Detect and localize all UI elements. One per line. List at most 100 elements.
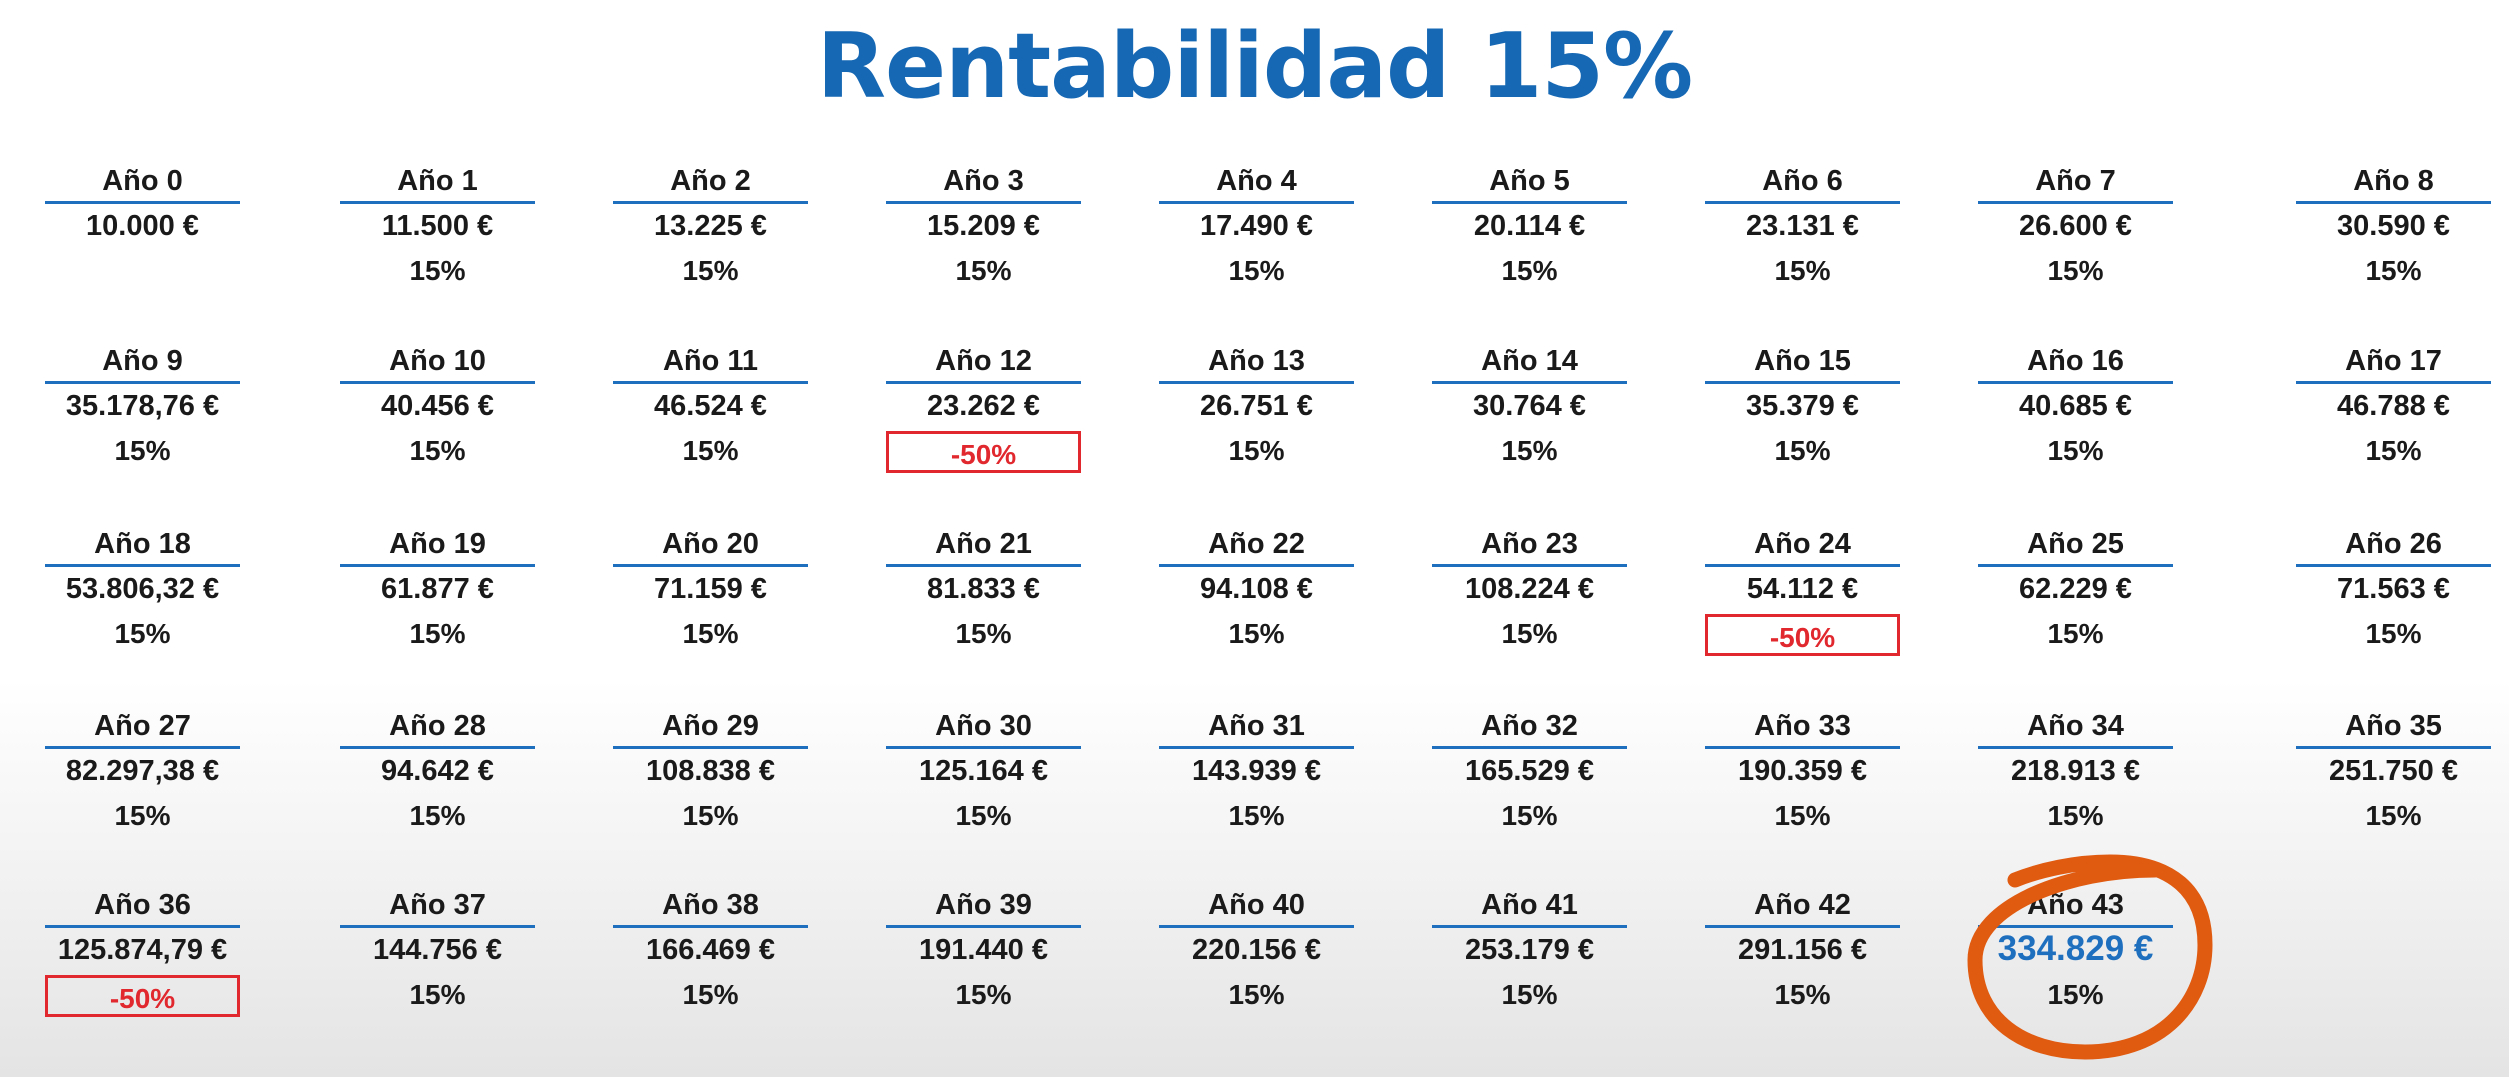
rate-value: 15% (1228, 618, 1285, 649)
year-label: Año 42 (1754, 889, 1851, 921)
year-cell: Año 41 253.179 € 15% (1432, 889, 1627, 1044)
year-cell: Año 8 30.590 € 15% (2296, 165, 2491, 320)
year-cell: Año 36 125.874,79 € -50% (45, 889, 240, 1044)
year-cell: Año 1 11.500 € 15% (340, 165, 535, 320)
year-underline (340, 564, 535, 567)
year-label: Año 6 (1762, 165, 1843, 197)
year-label: Año 26 (2345, 528, 2442, 560)
rate-value: 15% (2047, 800, 2104, 831)
year-cell: Año 11 46.524 € 15% (613, 345, 808, 500)
year-label: Año 20 (662, 528, 759, 560)
year-cell: Año 32 165.529 € 15% (1432, 710, 1627, 865)
year-cell: Año 13 26.751 € 15% (1159, 345, 1354, 500)
amount-value: 291.156 € (1737, 934, 1867, 966)
amount-value: 23.262 € (927, 390, 1040, 422)
year-cell: Año 33 190.359 € 15% (1705, 710, 1900, 865)
year-cell: Año 6 23.131 € 15% (1705, 165, 1900, 320)
year-underline (1978, 201, 2173, 204)
year-underline (613, 201, 808, 204)
amount-value: 191.440 € (918, 934, 1048, 966)
year-underline (340, 201, 535, 204)
rate-value: 15% (1501, 255, 1558, 286)
rate-value: 15% (2365, 800, 2422, 831)
year-label: Año 24 (1754, 528, 1851, 560)
rate-value: 15% (2365, 435, 2422, 466)
amount-value: 108.838 € (645, 755, 775, 787)
year-label: Año 5 (1489, 165, 1570, 197)
year-cell: Año 5 20.114 € 15% (1432, 165, 1627, 320)
year-underline (340, 381, 535, 384)
year-underline (2296, 201, 2491, 204)
final-amount: 334.829 € (1997, 929, 2154, 968)
year-underline (1159, 381, 1354, 384)
rate-value: 15% (1774, 979, 1831, 1010)
amount-value: 82.297,38 € (65, 755, 220, 787)
amount-value: 10.000 € (86, 210, 199, 242)
year-underline (613, 564, 808, 567)
amount-value: 125.874,79 € (57, 934, 228, 966)
year-underline (613, 925, 808, 928)
year-label: Año 12 (935, 345, 1032, 377)
amount-value: 166.469 € (645, 934, 775, 966)
amount-value: 30.764 € (1473, 390, 1586, 422)
rate-value: 15% (1228, 435, 1285, 466)
amount-value: 15.209 € (927, 210, 1040, 242)
year-cell: Año 10 40.456 € 15% (340, 345, 535, 500)
amount-value: 94.108 € (1200, 573, 1313, 605)
year-underline (886, 564, 1081, 567)
year-underline (1159, 925, 1354, 928)
year-label: Año 3 (943, 165, 1024, 197)
rate-value: 15% (1501, 800, 1558, 831)
year-underline (613, 381, 808, 384)
year-underline (886, 381, 1081, 384)
amount-value: 20.114 € (1473, 210, 1586, 242)
rate-value: 15% (2047, 255, 2104, 286)
amount-value: 251.750 € (2328, 755, 2458, 787)
year-underline (340, 746, 535, 749)
year-cell: Año 19 61.877 € 15% (340, 528, 535, 683)
amount-value: 125.164 € (918, 755, 1048, 787)
amount-value: 17.490 € (1200, 210, 1313, 242)
year-label: Año 23 (1481, 528, 1578, 560)
rate-value: 15% (1228, 800, 1285, 831)
year-underline (2296, 746, 2491, 749)
rate-value: 15% (409, 979, 466, 1010)
amount-value: 144.756 € (372, 934, 502, 966)
year-cell: Año 30 125.164 € 15% (886, 710, 1081, 865)
year-underline (1432, 925, 1627, 928)
amount-value: 218.913 € (2010, 755, 2140, 787)
year-underline (886, 201, 1081, 204)
rate-value: 15% (114, 435, 171, 466)
rate-value: 15% (1501, 618, 1558, 649)
year-label: Año 10 (389, 345, 486, 377)
year-label: Año 0 (102, 165, 183, 197)
year-cell: Año 34 218.913 € 15% (1978, 710, 2173, 865)
rate-value: 15% (2365, 618, 2422, 649)
year-underline (45, 381, 240, 384)
year-cell: Año 12 23.262 € -50% (886, 345, 1081, 500)
year-label: Año 38 (662, 889, 759, 921)
rate-value: 15% (409, 618, 466, 649)
amount-value: 30.590 € (2337, 210, 2450, 242)
year-cell: Año 39 191.440 € 15% (886, 889, 1081, 1044)
rate-value: 15% (682, 800, 739, 831)
year-label: Año 43 (2027, 889, 2124, 921)
rate-value: 15% (1228, 255, 1285, 286)
year-cell: Año 28 94.642 € 15% (340, 710, 535, 865)
rate-value: 15% (1228, 979, 1285, 1010)
rate-value: 15% (955, 979, 1012, 1010)
year-label: Año 29 (662, 710, 759, 742)
year-underline (1159, 201, 1354, 204)
year-label: Año 27 (94, 710, 191, 742)
rate-value: 15% (1774, 435, 1831, 466)
year-label: Año 4 (1216, 165, 1297, 197)
year-label: Año 35 (2345, 710, 2442, 742)
rate-value: 15% (682, 618, 739, 649)
year-cell: Año 21 81.833 € 15% (886, 528, 1081, 683)
year-cell: Año 18 53.806,32 € 15% (45, 528, 240, 683)
year-cell: Año 17 46.788 € 15% (2296, 345, 2491, 500)
amount-value: 53.806,32 € (65, 573, 220, 605)
year-cell: Año 43 334.829 € 15% (1978, 889, 2173, 1044)
year-label: Año 31 (1208, 710, 1305, 742)
year-cell: Año 24 54.112 € -50% (1705, 528, 1900, 683)
